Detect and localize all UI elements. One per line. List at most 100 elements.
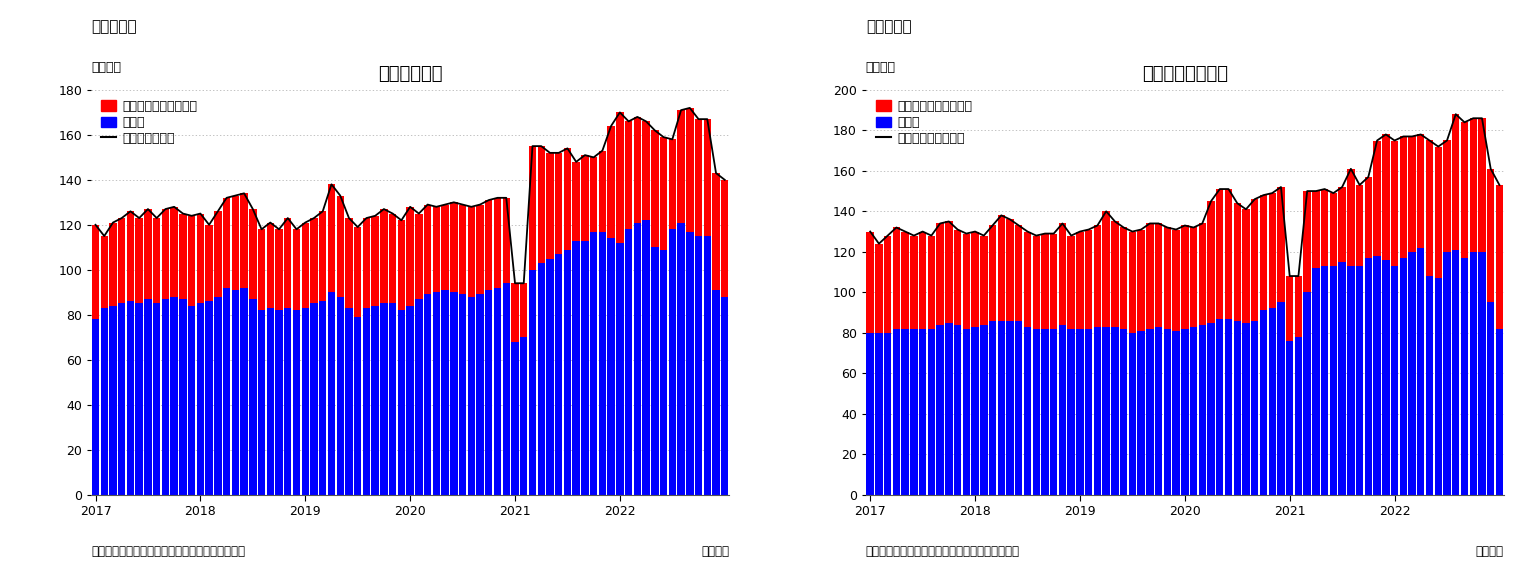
Bar — [722, 297, 729, 495]
Bar — [126, 211, 134, 301]
Bar — [100, 236, 108, 308]
Bar — [170, 207, 178, 297]
Text: （資料）センサス局よりニッセイ基礎研究所作成: （資料）センサス局よりニッセイ基礎研究所作成 — [866, 545, 1019, 558]
Bar — [928, 329, 936, 495]
Bar — [380, 209, 387, 303]
Bar — [1015, 320, 1022, 495]
Bar — [998, 320, 1006, 495]
Bar — [971, 327, 978, 495]
Bar — [1461, 258, 1469, 495]
Bar — [302, 308, 308, 495]
Bar — [1338, 262, 1346, 495]
Bar — [1077, 232, 1083, 329]
Bar — [328, 292, 336, 495]
Bar — [538, 146, 545, 263]
Bar — [450, 202, 457, 292]
Bar — [1024, 327, 1031, 495]
Bar — [363, 308, 371, 495]
Bar — [677, 223, 685, 495]
Bar — [564, 148, 571, 250]
Bar — [1033, 235, 1041, 329]
Bar — [1496, 329, 1504, 495]
Bar — [1287, 341, 1293, 495]
Bar — [659, 250, 667, 495]
Bar — [196, 303, 204, 495]
Bar — [398, 220, 406, 310]
Bar — [1408, 137, 1416, 252]
Bar — [582, 241, 589, 495]
Bar — [354, 317, 362, 495]
Bar — [1224, 319, 1232, 495]
Bar — [389, 214, 396, 303]
Bar — [442, 205, 448, 290]
Bar — [118, 218, 126, 303]
Legend: 集合住宅（二戸以上）, 戸建て, 一住宅建築許可件数: 集合住宅（二戸以上）, 戸建て, 一住宅建築許可件数 — [872, 96, 975, 149]
Bar — [1068, 235, 1075, 329]
Bar — [1059, 224, 1066, 325]
Bar — [1434, 147, 1442, 278]
Bar — [1322, 266, 1328, 495]
Bar — [1154, 224, 1162, 327]
Bar — [231, 290, 238, 495]
Bar — [512, 342, 518, 495]
Bar — [337, 196, 343, 297]
Bar — [1347, 169, 1355, 266]
Bar — [1452, 250, 1460, 495]
Bar — [617, 112, 624, 243]
Bar — [1173, 330, 1180, 495]
Bar — [1259, 310, 1267, 495]
Bar — [284, 218, 292, 308]
Bar — [1347, 266, 1355, 495]
Bar — [1338, 187, 1346, 262]
Bar — [1208, 201, 1215, 323]
Bar — [564, 250, 571, 495]
Bar — [205, 225, 213, 301]
Bar — [494, 288, 501, 495]
Bar — [1356, 185, 1364, 266]
Bar — [223, 288, 231, 495]
Bar — [617, 243, 624, 495]
Bar — [1147, 329, 1153, 495]
Bar — [1322, 189, 1328, 266]
Bar — [633, 223, 641, 495]
Bar — [901, 232, 908, 329]
Bar — [345, 308, 352, 495]
Bar — [1277, 302, 1285, 495]
Bar — [1496, 185, 1504, 329]
Bar — [1050, 329, 1057, 495]
Bar — [188, 216, 196, 306]
Bar — [442, 290, 448, 495]
Bar — [477, 205, 483, 294]
Bar — [703, 119, 711, 236]
Bar — [503, 283, 510, 495]
Bar — [1164, 329, 1171, 495]
Bar — [205, 301, 213, 495]
Bar — [1382, 134, 1390, 260]
Bar — [1452, 114, 1460, 250]
Bar — [1129, 232, 1136, 333]
Bar — [1399, 137, 1407, 258]
Bar — [659, 137, 667, 250]
Bar — [1138, 330, 1145, 495]
Bar — [1233, 203, 1241, 320]
Bar — [1294, 337, 1302, 495]
Bar — [608, 126, 615, 238]
Bar — [589, 157, 597, 232]
Bar — [1094, 225, 1101, 327]
Bar — [1391, 140, 1399, 266]
Text: （万件）: （万件） — [91, 61, 122, 74]
Bar — [1443, 252, 1451, 495]
Bar — [214, 211, 222, 297]
Bar — [372, 306, 378, 495]
Bar — [328, 184, 336, 292]
Bar — [989, 320, 996, 495]
Bar — [1426, 140, 1434, 276]
Bar — [407, 306, 413, 495]
Bar — [135, 303, 143, 495]
Bar — [1434, 278, 1442, 495]
Bar — [712, 290, 720, 495]
Bar — [1154, 327, 1162, 495]
Bar — [109, 223, 117, 306]
Bar — [302, 223, 308, 308]
Bar — [1024, 232, 1031, 327]
